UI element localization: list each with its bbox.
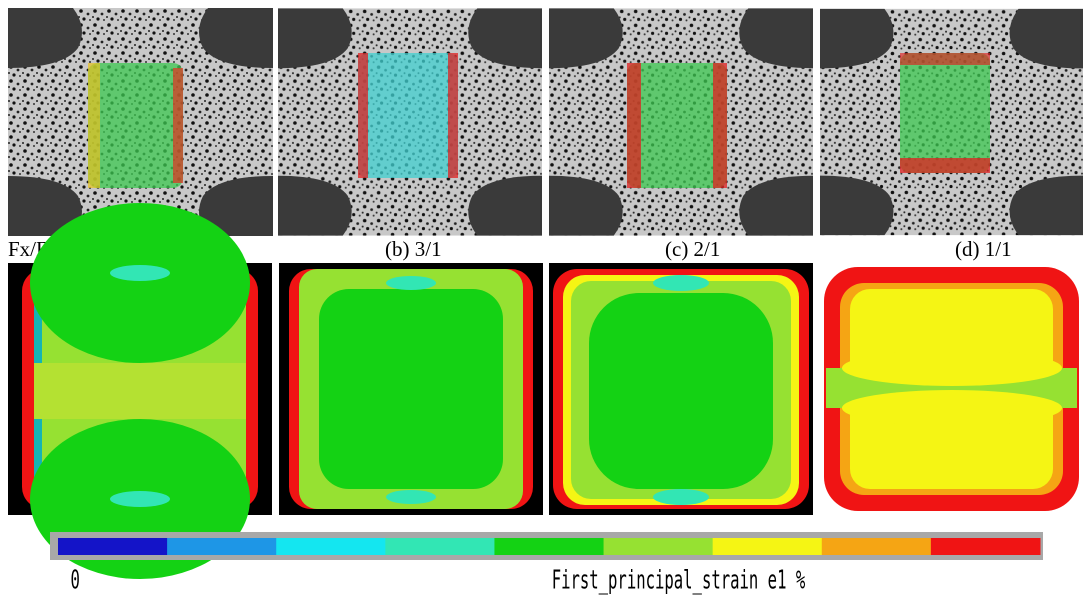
caption: (c) 2/1	[665, 237, 720, 261]
colorbar-segments	[58, 538, 1041, 555]
colorbar-title: First_principal_strain e1 %	[552, 565, 806, 595]
colorbar-segment	[494, 538, 604, 555]
photo-row	[8, 8, 1083, 236]
photo-c	[549, 8, 813, 235]
colorbar-min: 0	[71, 565, 80, 595]
fea-c	[549, 263, 813, 515]
caption: (b) 3/1	[385, 237, 442, 261]
page: Fx/Fy:(a) 1/0 (b) 3/1 (c) 2/1 (d) 1/1	[0, 0, 1083, 603]
colorbar-segment	[276, 538, 386, 555]
caption: (d) 1/1	[955, 237, 1012, 261]
figure: Fx/Fy:(a) 1/0 (b) 3/1 (c) 2/1 (d) 1/1	[0, 0, 1083, 603]
colorbar-segment	[604, 538, 714, 555]
photo-a	[8, 8, 273, 236]
colorbar-segment	[822, 538, 932, 555]
photo-b	[278, 8, 542, 235]
fea-b	[279, 263, 543, 515]
colorbar-segment	[167, 538, 277, 555]
photo-d	[820, 9, 1083, 235]
fea-a	[8, 203, 272, 579]
colorbar-segment	[385, 538, 495, 555]
fea-d	[820, 263, 1083, 515]
colorbar: 0 First_principal_strain e1 % 1	[50, 532, 1083, 596]
fea-row	[8, 203, 1083, 579]
colorbar-segment	[58, 538, 168, 555]
colorbar-segment	[931, 538, 1041, 555]
colorbar-segment	[713, 538, 823, 555]
